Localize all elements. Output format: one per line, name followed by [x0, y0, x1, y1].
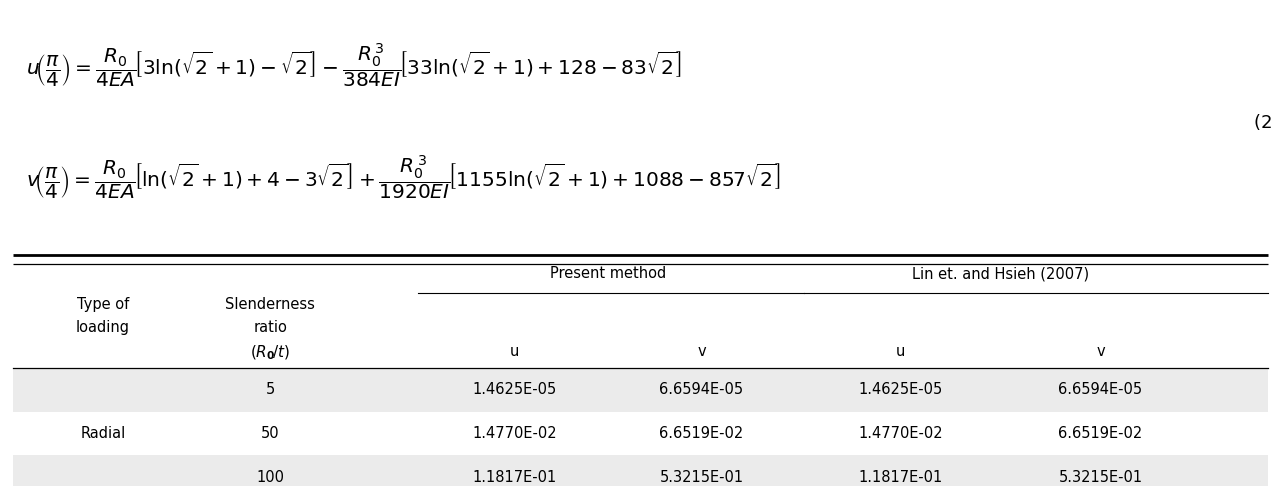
FancyBboxPatch shape: [13, 455, 1268, 486]
Text: Radial: Radial: [80, 426, 126, 441]
Text: ratio: ratio: [254, 320, 287, 335]
Text: 6.6519E-02: 6.6519E-02: [1058, 426, 1143, 441]
Text: 1.4770E-02: 1.4770E-02: [472, 426, 557, 441]
Text: $(2$: $(2$: [1252, 111, 1272, 132]
Text: u: u: [510, 344, 520, 359]
Text: 50: 50: [261, 426, 279, 441]
Text: 6.6519E-02: 6.6519E-02: [659, 426, 744, 441]
Text: Slenderness: Slenderness: [225, 297, 315, 312]
Text: v: v: [1097, 344, 1104, 359]
Text: Type of: Type of: [77, 297, 129, 312]
Text: $u\!\left(\dfrac{\pi}{4}\right) = \dfrac{R_0}{4EA}\!\left[3\ln(\sqrt{2}+1)-\sqrt: $u\!\left(\dfrac{\pi}{4}\right) = \dfrac…: [26, 42, 682, 89]
Text: $v\!\left(\dfrac{\pi}{4}\right) = \dfrac{R_0}{4EA}\!\left[\ln(\sqrt{2}+1)+4-3\sq: $v\!\left(\dfrac{\pi}{4}\right) = \dfrac…: [26, 154, 780, 201]
Text: 6.6594E-05: 6.6594E-05: [659, 382, 744, 397]
Text: Lin et. and Hsieh (2007): Lin et. and Hsieh (2007): [912, 266, 1089, 281]
Text: 6.6594E-05: 6.6594E-05: [1058, 382, 1143, 397]
Text: 1.1817E-01: 1.1817E-01: [472, 470, 557, 485]
Text: u: u: [896, 344, 906, 359]
Text: loading: loading: [76, 320, 130, 335]
FancyBboxPatch shape: [13, 412, 1268, 455]
Text: 5.3215E-01: 5.3215E-01: [1058, 470, 1143, 485]
Text: 1.4770E-02: 1.4770E-02: [858, 426, 943, 441]
Text: 1.4625E-05: 1.4625E-05: [858, 382, 943, 397]
Text: 5: 5: [265, 382, 275, 397]
Text: 1.4625E-05: 1.4625E-05: [472, 382, 557, 397]
Text: 1.1817E-01: 1.1817E-01: [858, 470, 943, 485]
Text: $(\mathbf{\mathit{R}}_{\mathbf{0}}\!/\mathbf{\mathit{t}})$: $(\mathbf{\mathit{R}}_{\mathbf{0}}\!/\ma…: [251, 344, 290, 362]
Text: 100: 100: [256, 470, 284, 485]
FancyBboxPatch shape: [13, 368, 1268, 412]
Text: v: v: [698, 344, 705, 359]
Text: 5.3215E-01: 5.3215E-01: [659, 470, 744, 485]
Text: Present method: Present method: [550, 266, 667, 281]
